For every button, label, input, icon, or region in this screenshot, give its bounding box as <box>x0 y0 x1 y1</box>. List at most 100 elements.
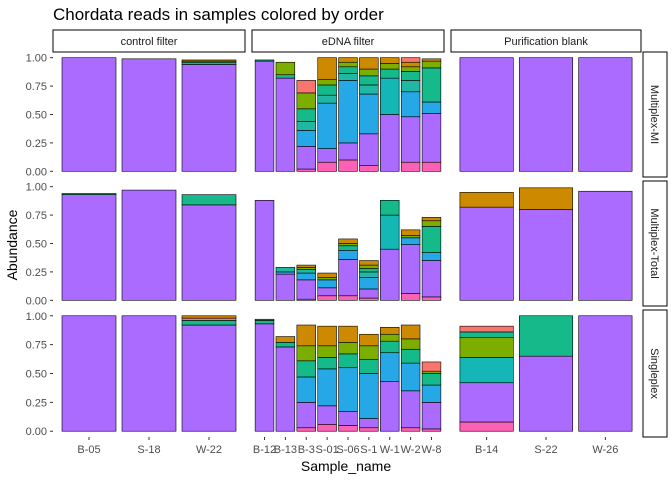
bar-segment <box>459 325 514 333</box>
bar-segment <box>400 244 421 294</box>
bar-segment <box>121 58 177 172</box>
bar-segment <box>317 161 337 172</box>
y-tick-label: 0.25 <box>26 138 47 150</box>
column-strip <box>251 29 445 53</box>
bar-segment <box>296 279 316 300</box>
column-strip <box>52 29 246 53</box>
y-tick-label: 0.50 <box>26 239 47 251</box>
bar-segment <box>359 268 379 273</box>
column-strip <box>450 29 642 53</box>
column-strip-label: eDNA filter <box>322 36 375 48</box>
bar-segment <box>459 357 514 384</box>
y-tick-label: 0.00 <box>26 426 47 438</box>
column-strip-label: Purification blank <box>504 36 588 48</box>
bar-segment <box>380 114 400 172</box>
bar-segment <box>459 337 514 358</box>
bar-segment <box>181 64 237 172</box>
bar-segment <box>338 57 358 63</box>
bar-segment <box>317 423 337 432</box>
bar-segment <box>359 418 379 429</box>
bar-segment <box>359 277 379 290</box>
bar-segment <box>400 237 421 245</box>
bar-segment <box>380 77 400 115</box>
bar-segment <box>359 133 379 166</box>
bar-segment <box>359 297 379 301</box>
bar-segment <box>518 315 574 357</box>
y-tick-label: 0.75 <box>26 210 47 222</box>
bar-segment <box>181 61 237 65</box>
bar-segment <box>359 359 379 374</box>
bar-segment <box>400 235 421 239</box>
bar-segment <box>578 57 633 172</box>
bar-segment <box>338 238 358 244</box>
bar-segment <box>275 342 296 348</box>
bar-segment <box>421 226 442 253</box>
bar-segment <box>380 340 400 354</box>
bar-segment <box>400 66 421 72</box>
x-tick-label: S-22 <box>534 444 557 456</box>
bar-segment <box>421 252 442 261</box>
bar-segment <box>181 59 237 62</box>
bar-segment <box>400 229 421 236</box>
bar-segment <box>380 200 400 216</box>
x-tick-label: S-1 <box>360 444 377 456</box>
bar-segment <box>317 368 337 407</box>
bar-segment <box>317 345 337 358</box>
bar-segment <box>338 80 358 144</box>
y-tick-label: 0.00 <box>26 295 47 307</box>
bar-segment <box>421 361 442 372</box>
chart-title: Chordata reads in samples colored by ord… <box>53 5 384 24</box>
bar-segment <box>296 267 316 270</box>
bar-segment <box>338 259 358 297</box>
bar-segment <box>338 295 358 301</box>
bar-segment <box>121 315 177 432</box>
bar-segment <box>421 402 442 430</box>
bar-segment <box>317 277 337 281</box>
bar-segment <box>400 427 421 432</box>
bar-segment <box>338 61 358 68</box>
bar-segment <box>275 346 296 432</box>
bar-segment <box>338 353 358 369</box>
bar-segment <box>400 293 421 301</box>
bar-segment <box>181 317 237 321</box>
bar-segment <box>359 57 379 70</box>
bar-segment <box>338 245 358 251</box>
bar-segment <box>421 113 442 163</box>
bar-segment <box>359 68 379 77</box>
bar-segment <box>518 355 574 432</box>
bar-segment <box>400 338 421 350</box>
bar-segment <box>359 345 379 360</box>
y-tick-label: 1.00 <box>26 53 47 65</box>
bar-segment <box>275 271 296 275</box>
x-tick-label: B-14 <box>475 444 498 456</box>
bar-segment <box>359 93 379 135</box>
bar-segment <box>421 370 442 374</box>
bar-segment <box>317 287 337 297</box>
bar-segment <box>421 296 442 301</box>
bar-segment <box>421 428 442 432</box>
y-tick-label: 0.75 <box>26 81 47 93</box>
y-tick-label: 0.25 <box>26 267 47 279</box>
bar-segment <box>338 250 358 260</box>
bar-segment <box>400 57 421 63</box>
x-tick-label: W-8 <box>421 444 441 456</box>
bar-segment <box>380 381 400 432</box>
bar-segment <box>61 57 117 172</box>
bar-segment <box>359 260 379 266</box>
x-tick-label: B-3 <box>298 444 315 456</box>
row-strip <box>642 51 668 178</box>
bar-segment <box>338 425 358 432</box>
bar-segment <box>380 248 400 301</box>
bar-segment <box>421 60 442 69</box>
bar-segment <box>254 60 275 172</box>
plot-layer: control filter eDNA filter Purification bl… <box>26 29 668 456</box>
bar-segment <box>380 327 400 335</box>
bar-segment <box>421 101 442 114</box>
bar-segment <box>421 220 442 227</box>
bar-segment <box>296 345 316 362</box>
bar-segment <box>317 84 337 96</box>
bar-segment <box>121 189 177 301</box>
x-tick-label: B-05 <box>77 444 100 456</box>
bar-segment <box>338 325 358 343</box>
bar-segment <box>181 204 237 301</box>
